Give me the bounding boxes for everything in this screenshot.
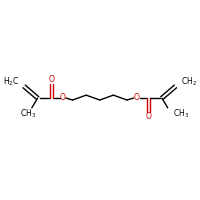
- Text: O: O: [60, 93, 66, 102]
- Text: O: O: [134, 93, 140, 102]
- Text: O: O: [145, 112, 151, 121]
- Text: CH$_2$: CH$_2$: [181, 75, 197, 88]
- Text: O: O: [48, 75, 54, 84]
- Text: CH$_3$: CH$_3$: [20, 107, 36, 120]
- Text: H$_2$C: H$_2$C: [3, 75, 19, 88]
- Text: CH$_3$: CH$_3$: [173, 107, 189, 120]
